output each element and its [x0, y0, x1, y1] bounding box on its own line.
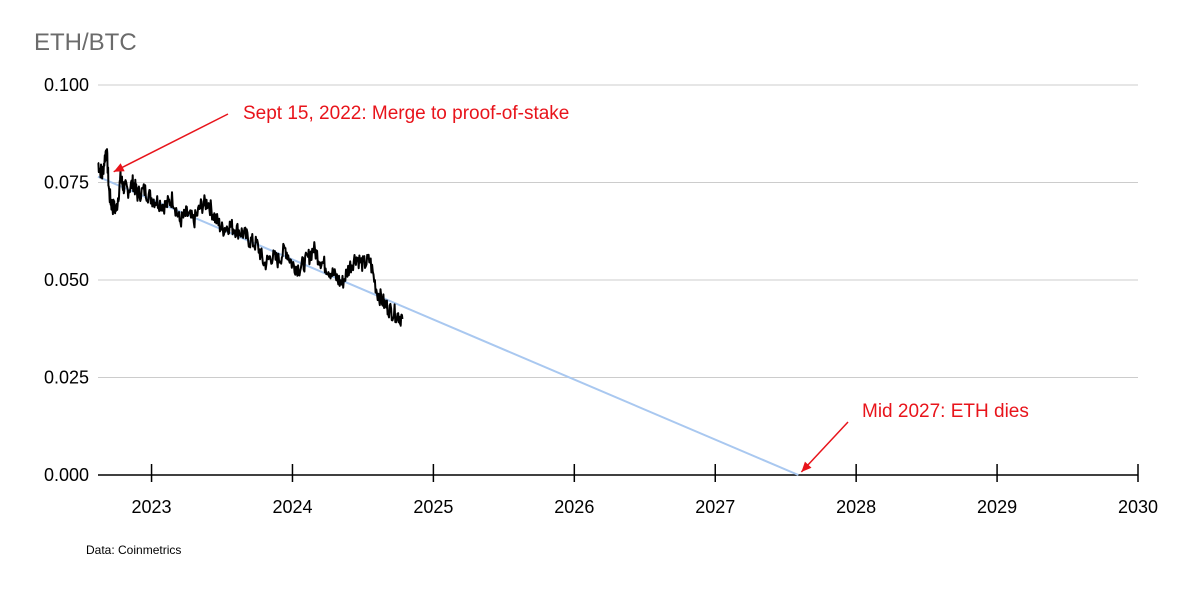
y-tick-label: 0.000: [44, 465, 89, 485]
y-tick-label: 0.025: [44, 368, 89, 388]
eth-btc-price-line: [97, 148, 404, 327]
annotation-arrow-merge: [113, 113, 229, 173]
trend-line: [97, 175, 799, 476]
annotations: Sept 15, 2022: Merge to proof-of-stake M…: [113, 103, 1029, 473]
gridlines: [98, 84, 1138, 378]
x-tick-label: 2023: [132, 497, 172, 517]
y-axis-ticks: 0.000 0.025 0.050 0.075 0.100: [44, 75, 89, 485]
y-tick-label: 0.050: [44, 270, 89, 290]
x-tick-label: 2029: [977, 497, 1017, 517]
x-tick-label: 2026: [554, 497, 594, 517]
y-tick-label: 0.075: [44, 173, 89, 193]
x-tick-label: 2027: [695, 497, 735, 517]
x-tick-label: 2024: [272, 497, 312, 517]
chart-series: [97, 148, 799, 476]
data-source: Data: Coinmetrics: [86, 543, 181, 557]
x-tick-label: 2030: [1118, 497, 1158, 517]
annotation-arrow-merge-head: [113, 163, 125, 172]
x-axis: 2023 2024 2025 2026 2027 2028 2029 2030: [98, 464, 1158, 517]
annotation-merge: Sept 15, 2022: Merge to proof-of-stake: [243, 103, 569, 124]
y-tick-label: 0.100: [44, 75, 89, 95]
annotation-eth-dies: Mid 2027: ETH dies: [862, 401, 1029, 422]
x-tick-label: 2025: [413, 497, 453, 517]
chart-title: ETH/BTC: [34, 29, 137, 56]
x-tick-label: 2028: [836, 497, 876, 517]
annotation-arrow-eth-dies: [800, 421, 849, 473]
annotation-arrow-eth-dies-head: [801, 461, 812, 472]
